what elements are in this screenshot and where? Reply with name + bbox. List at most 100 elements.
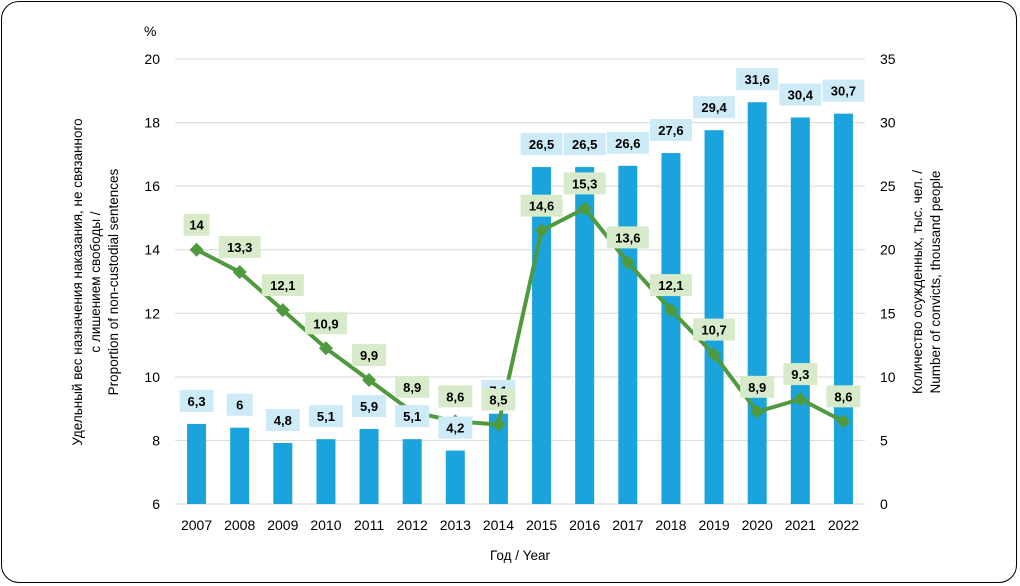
y-left-tick: 18 bbox=[144, 115, 160, 131]
line-marker bbox=[620, 255, 635, 270]
bar bbox=[359, 428, 379, 504]
bar-data-label-bg bbox=[179, 389, 214, 412]
line-data-label-bg bbox=[606, 226, 649, 249]
bar-data-label: 26,5 bbox=[529, 137, 554, 152]
y-left-tick: 20 bbox=[144, 51, 160, 67]
bar-data-label: 29,4 bbox=[701, 100, 727, 115]
line-marker bbox=[189, 242, 204, 257]
y-left-unit: % bbox=[144, 23, 156, 39]
bar-data-label-bg bbox=[822, 79, 865, 102]
bar-data-label: 4,2 bbox=[446, 421, 464, 436]
line-data-label-bg bbox=[783, 363, 818, 386]
line-data-label: 13,3 bbox=[227, 240, 252, 255]
line-data-label-bg bbox=[352, 344, 387, 367]
line-data-label: 14,6 bbox=[529, 199, 554, 214]
x-tick-label: 2010 bbox=[310, 517, 341, 533]
bar bbox=[747, 102, 767, 504]
line-data-label: 10,9 bbox=[313, 316, 338, 331]
bar bbox=[187, 423, 207, 504]
line-data-label: 14 bbox=[189, 218, 204, 233]
bar-data-label-bg bbox=[265, 408, 300, 431]
line-data-label-bg bbox=[261, 274, 304, 297]
line-marker bbox=[793, 392, 808, 407]
bar-data-label: 26,6 bbox=[615, 136, 640, 151]
x-tick-label: 2018 bbox=[655, 517, 686, 533]
line-data-label: 10,7 bbox=[701, 323, 726, 338]
y-right-tick: 30 bbox=[880, 115, 896, 131]
bar-data-label-bg bbox=[352, 394, 387, 417]
line-data-label: 15,3 bbox=[572, 176, 597, 191]
bar-data-label: 31,6 bbox=[745, 72, 770, 87]
bar-data-label-bg bbox=[395, 405, 430, 428]
line-marker bbox=[275, 303, 290, 318]
bar bbox=[445, 450, 465, 504]
bar bbox=[704, 130, 724, 504]
y-left-tick: 6 bbox=[152, 496, 160, 512]
y-left-axis-title: Proportion of non-custodial sentences bbox=[106, 168, 121, 395]
line-data-label: 12,1 bbox=[658, 278, 683, 293]
bar bbox=[488, 413, 508, 504]
y-right-axis-title: Number of convicts, thousand people bbox=[928, 171, 943, 394]
bar bbox=[402, 439, 422, 504]
bar-data-label: 6 bbox=[236, 398, 243, 413]
bar bbox=[575, 167, 595, 505]
bar-data-label: 5,1 bbox=[403, 409, 421, 424]
bar bbox=[532, 167, 552, 505]
x-tick-label: 2015 bbox=[526, 517, 557, 533]
y-right-tick: 20 bbox=[880, 242, 896, 258]
line-marker bbox=[232, 264, 247, 279]
x-tick-label: 2019 bbox=[698, 517, 729, 533]
bar bbox=[230, 427, 250, 504]
bar-data-label-bg bbox=[649, 119, 692, 142]
y-right-tick: 10 bbox=[880, 369, 896, 385]
x-tick-label: 2014 bbox=[483, 517, 514, 533]
y-left-tick: 12 bbox=[144, 305, 160, 321]
bar-data-label: 30,7 bbox=[831, 84, 856, 99]
line-data-label-bg bbox=[649, 274, 692, 297]
x-tick-label: 2017 bbox=[612, 517, 643, 533]
bar-data-label: 27,6 bbox=[658, 123, 683, 138]
bar bbox=[661, 153, 681, 505]
bar-data-label-bg bbox=[693, 96, 736, 119]
x-tick-label: 2013 bbox=[440, 517, 471, 533]
y-left-tick: 16 bbox=[144, 178, 160, 194]
y-right-tick: 0 bbox=[880, 496, 888, 512]
bar-data-label: 26,5 bbox=[572, 137, 597, 152]
bar-data-label-bg bbox=[779, 83, 822, 106]
x-tick-label: 2016 bbox=[569, 517, 600, 533]
bar bbox=[618, 165, 638, 505]
bar-data-label: 6,3 bbox=[188, 394, 206, 409]
bar-data-label-bg bbox=[606, 131, 649, 154]
bar bbox=[790, 117, 810, 504]
y-left-tick: 14 bbox=[144, 242, 160, 258]
line-data-label-bg bbox=[304, 312, 347, 335]
bar-data-label-bg bbox=[736, 68, 779, 91]
line-data-label-bg bbox=[218, 235, 261, 258]
line-marker bbox=[707, 347, 722, 362]
y-right-tick: 25 bbox=[880, 178, 896, 194]
x-tick-label: 2022 bbox=[828, 517, 859, 533]
y-left-tick: 8 bbox=[152, 432, 160, 448]
line-series bbox=[195, 206, 845, 427]
x-tick-label: 2007 bbox=[181, 517, 212, 533]
x-tick-label: 2012 bbox=[397, 517, 428, 533]
line-marker bbox=[534, 223, 549, 238]
line-data-label: 9,3 bbox=[791, 367, 809, 382]
line-data-label: 8,9 bbox=[403, 380, 421, 395]
bar-data-label: 5,1 bbox=[317, 409, 335, 424]
line-data-label: 12,1 bbox=[270, 278, 295, 293]
line-data-label-bg bbox=[563, 172, 606, 195]
line-data-label-bg bbox=[438, 385, 473, 408]
bar-data-label: 4,8 bbox=[274, 413, 292, 428]
line-data-label-bg bbox=[693, 318, 736, 341]
line-data-label: 8,9 bbox=[748, 380, 766, 395]
bar-data-label: 5,9 bbox=[360, 399, 378, 414]
line-marker bbox=[750, 404, 765, 419]
line-data-label-bg bbox=[520, 194, 563, 217]
line-data-label-bg bbox=[183, 213, 210, 236]
line-data-label: 13,6 bbox=[615, 230, 640, 245]
y-left-tick: 10 bbox=[144, 369, 160, 385]
line-data-label: 9,9 bbox=[360, 348, 378, 363]
line-data-label-bg bbox=[481, 388, 516, 411]
